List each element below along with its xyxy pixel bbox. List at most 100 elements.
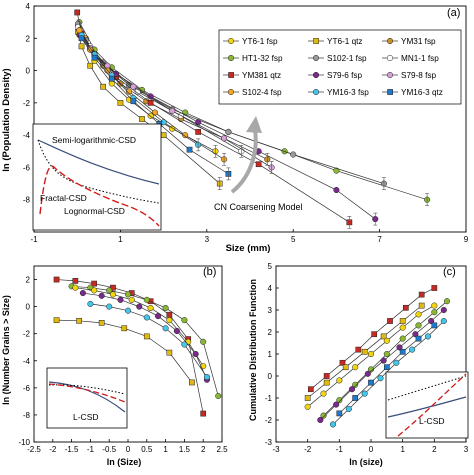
x-axis-label-a: Size (mm)	[226, 243, 271, 254]
legend-label: YM381 qtz	[242, 71, 281, 80]
x-tick-label: 2	[432, 445, 437, 454]
data-point	[364, 370, 371, 377]
y-tick-label: 2	[26, 276, 31, 285]
legend-label: YM31 fsp	[401, 37, 436, 46]
legend-marker	[387, 89, 393, 95]
data-point	[109, 291, 117, 298]
x-tick-label: -1	[87, 445, 95, 454]
x-tick-label: 7	[377, 235, 382, 244]
y-axis-label-c: Cumulative Distribution Function	[248, 279, 258, 421]
legend-label: S102-4 fsp	[242, 88, 282, 97]
data-point	[348, 386, 356, 393]
data-point	[418, 291, 425, 298]
x-tick-label: -1	[30, 235, 38, 244]
coarsening-arrow-head	[246, 116, 262, 133]
inset-a-label-semilog: Semi-logarithmic-CSD	[52, 135, 136, 145]
inset-b-curve-2	[48, 384, 126, 395]
y-tick-label: -2	[23, 330, 31, 339]
inset-b-curve-3	[48, 383, 126, 403]
data-point	[396, 344, 403, 351]
y-tick-label: -2	[265, 416, 273, 425]
series-line	[332, 320, 445, 425]
y-tick-label: -3	[265, 438, 273, 447]
data-point	[181, 341, 188, 348]
data-point	[304, 403, 311, 410]
data-point	[361, 390, 368, 397]
data-point	[147, 93, 154, 100]
data-point	[440, 306, 447, 314]
data-point	[399, 348, 406, 355]
data-point	[72, 284, 79, 291]
data-point	[290, 151, 297, 158]
legend-label: YM16-3 qtz	[401, 88, 443, 97]
y-tick-label: -2	[23, 99, 31, 108]
data-point	[117, 296, 124, 303]
x-tick-label: -3	[272, 445, 280, 454]
y-tick-label: -4	[23, 357, 31, 366]
data-point	[355, 346, 362, 353]
data-point	[108, 75, 115, 82]
data-point	[317, 416, 324, 424]
data-point	[415, 335, 422, 342]
data-point	[91, 54, 98, 61]
legend-marker	[227, 37, 235, 45]
data-point	[320, 390, 327, 397]
data-point	[76, 317, 82, 324]
data-point	[367, 350, 375, 358]
data-point	[383, 337, 390, 344]
x-tick-label: 0	[126, 445, 131, 454]
panel-b: -2.5 -2 -1.5 -1 -0.5 0 0.5 1 1.5 2 2.5 2 0 -2 -4 -6 -8 -1…	[18, 265, 228, 454]
legend-marker	[227, 54, 235, 62]
y-tick-label: -1	[265, 394, 273, 403]
data-point	[195, 119, 202, 126]
x-axis-label-c: ln (size)	[349, 457, 383, 467]
data-point	[336, 397, 343, 404]
panel-c: -3 -2 -1 0 1 2 3 5 4 3 2 1 0 -1 -2 -3	[265, 262, 469, 454]
x-tick-label: 1	[118, 235, 123, 244]
y-tick-label: 3	[268, 306, 273, 315]
data-point	[200, 338, 207, 345]
x-tick-label: -2	[49, 445, 57, 454]
data-point	[304, 395, 311, 401]
data-point	[428, 317, 435, 325]
inset-a-frame	[32, 123, 162, 231]
legend-frame	[218, 29, 462, 105]
data-point	[143, 314, 150, 321]
data-point	[431, 285, 438, 291]
data-point	[380, 333, 387, 340]
data-point	[162, 325, 169, 332]
data-point	[78, 43, 85, 50]
data-point	[106, 287, 113, 294]
y-tick-label: 4	[268, 284, 273, 293]
y-tick-label: -10	[18, 438, 30, 447]
x-tick-label: 2.5	[216, 445, 228, 454]
x-tick-label: 3	[464, 445, 469, 454]
data-point	[53, 317, 60, 324]
series-line	[81, 34, 199, 146]
data-point	[74, 9, 81, 16]
legend-label: MN1-1 fsp	[401, 54, 439, 63]
x-tick-label: 9	[464, 235, 469, 244]
y-tick-label: 0	[26, 303, 31, 312]
data-point	[431, 309, 438, 316]
data-point	[155, 313, 162, 320]
data-point	[377, 375, 384, 382]
data-point	[339, 359, 346, 366]
inset-a-label-lognormal: Lognormal-CSD	[64, 206, 125, 216]
legend-label: HT1-32 fsp	[242, 54, 283, 63]
data-point	[173, 327, 180, 335]
inset-a-label-fractal: Fractal-CSD	[40, 193, 87, 203]
data-point	[143, 296, 150, 303]
legend-label: S102-1 fsp	[327, 54, 367, 63]
y-tick-label: -6	[23, 163, 31, 172]
data-point	[130, 98, 137, 105]
legend-label: YT6-1 fsp	[242, 37, 278, 46]
inset-b: L-CSD	[46, 367, 128, 429]
data-point	[98, 320, 105, 326]
data-point	[106, 303, 113, 310]
data-point	[124, 291, 132, 298]
legend-marker	[228, 72, 234, 78]
data-point	[323, 373, 330, 379]
data-point	[91, 280, 98, 287]
